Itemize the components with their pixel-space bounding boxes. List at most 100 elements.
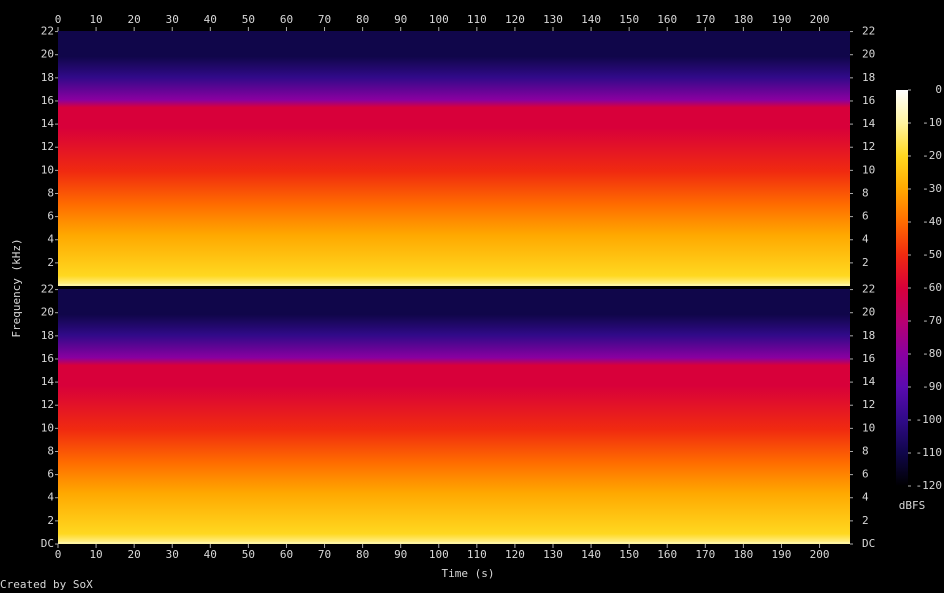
x-tick-label-top: 20 (128, 13, 141, 26)
y-tick-label-right: 12 (862, 140, 875, 153)
colorbar-label: dBFS (899, 499, 926, 512)
y-tick-label-right: 18 (862, 329, 875, 342)
x-tick-label-top: 140 (581, 13, 601, 26)
x-tick-label-top: 190 (772, 13, 792, 26)
x-tick-label: 10 (89, 548, 102, 561)
x-tick-label-top: 90 (394, 13, 407, 26)
y-tick-label-right: 12 (862, 398, 875, 411)
colorbar-tick-label: -20 (922, 149, 942, 162)
y-tick-label: 18 (41, 329, 54, 342)
x-tick-label: 190 (772, 548, 792, 561)
y-tick-label-right: 10 (862, 421, 875, 434)
x-tick-label-top: 30 (166, 13, 179, 26)
colorbar-tick-label: -10 (922, 116, 942, 129)
y-tick-label-right: 22 (862, 283, 875, 296)
x-tick-label-top: 200 (810, 13, 830, 26)
colorbar-tick-label: -70 (922, 314, 942, 327)
colorbar-tick-label: -100 (916, 413, 943, 426)
y-tick-label: DC (41, 537, 54, 550)
x-tick-label: 100 (429, 548, 449, 561)
y-tick-label-right: 4 (862, 491, 869, 504)
y-tick-label: 22 (41, 25, 54, 38)
y-tick-label-right: 2 (862, 256, 869, 269)
y-tick-label-right: 6 (862, 468, 869, 481)
y-tick-label: 20 (41, 306, 54, 319)
y-tick-label-right: 8 (862, 444, 869, 457)
x-tick-label-top: 80 (356, 13, 369, 26)
colorbar-tick-label: 0 (935, 83, 942, 96)
x-tick-label: 0 (55, 548, 62, 561)
y-tick-label: 10 (41, 421, 54, 434)
spectrogram-panel (58, 31, 850, 286)
colorbar-tick-label: -30 (922, 182, 942, 195)
x-tick-label: 130 (543, 548, 563, 561)
y-tick-label: 12 (41, 140, 54, 153)
y-tick-label: 10 (41, 163, 54, 176)
y-tick-label-right: 16 (862, 352, 875, 365)
x-tick-label: 170 (695, 548, 715, 561)
y-tick-label: 2 (47, 514, 54, 527)
colorbar-tick-label: -50 (922, 248, 942, 261)
y-tick-label: 22 (41, 283, 54, 296)
colorbar-tick-label: -40 (922, 215, 942, 228)
y-tick-label-right: 6 (862, 210, 869, 223)
y-tick-label-right: DC (862, 537, 875, 550)
colorbar-tick-label: -120 (916, 479, 943, 492)
x-tick-label-top: 110 (467, 13, 487, 26)
x-tick-label: 50 (242, 548, 255, 561)
y-tick-label: 2 (47, 256, 54, 269)
y-tick-label-right: 14 (862, 117, 876, 130)
y-tick-label-right: 2 (862, 514, 869, 527)
y-tick-label: 14 (41, 117, 55, 130)
x-tick-label: 180 (733, 548, 753, 561)
x-tick-label: 120 (505, 548, 525, 561)
y-tick-label: 4 (47, 491, 54, 504)
x-tick-label-top: 180 (733, 13, 753, 26)
colorbar-tick-label: -60 (922, 281, 942, 294)
y-tick-label: 6 (47, 468, 54, 481)
x-tick-label: 70 (318, 548, 331, 561)
y-tick-label: 14 (41, 375, 55, 388)
x-tick-label: 30 (166, 548, 179, 561)
x-tick-label: 110 (467, 548, 487, 561)
x-tick-label: 160 (657, 548, 677, 561)
x-tick-label-top: 170 (695, 13, 715, 26)
y-tick-label-right: 4 (862, 233, 869, 246)
y-tick-label-right: 22 (862, 25, 875, 38)
y-tick-label-right: 18 (862, 71, 875, 84)
y-tick-label: 6 (47, 210, 54, 223)
y-tick-label: 4 (47, 233, 54, 246)
x-tick-label: 80 (356, 548, 369, 561)
y-tick-label-right: 10 (862, 163, 875, 176)
y-tick-label-right: 8 (862, 186, 869, 199)
x-tick-label: 20 (128, 548, 141, 561)
x-tick-label-top: 40 (204, 13, 217, 26)
y-tick-label-right: 20 (862, 48, 875, 61)
y-tick-label-right: 14 (862, 375, 876, 388)
x-tick-label: 90 (394, 548, 407, 561)
y-tick-label: 20 (41, 48, 54, 61)
colorbar-tick-label: -80 (922, 347, 942, 360)
y-tick-label: 18 (41, 71, 54, 84)
x-axis-label: Time (s) (442, 567, 495, 580)
x-tick-label: 200 (810, 548, 830, 561)
y-tick-label: 16 (41, 94, 54, 107)
y-axis-label: Frequency (kHz) (10, 238, 23, 337)
x-tick-label-top: 150 (619, 13, 639, 26)
x-tick-label-top: 100 (429, 13, 449, 26)
x-tick-label-top: 50 (242, 13, 255, 26)
colorbar-tick-label: -90 (922, 380, 942, 393)
x-tick-label-top: 130 (543, 13, 563, 26)
spectrogram-panel (58, 289, 850, 544)
x-tick-label-top: 60 (280, 13, 293, 26)
x-tick-label: 140 (581, 548, 601, 561)
y-tick-label: 8 (47, 186, 54, 199)
footer: Created by SoX (0, 578, 93, 591)
x-tick-label: 40 (204, 548, 217, 561)
x-tick-label-top: 0 (55, 13, 62, 26)
x-tick-label: 150 (619, 548, 639, 561)
x-tick-label-top: 10 (89, 13, 102, 26)
y-tick-label-right: 20 (862, 306, 875, 319)
colorbar (896, 90, 908, 486)
